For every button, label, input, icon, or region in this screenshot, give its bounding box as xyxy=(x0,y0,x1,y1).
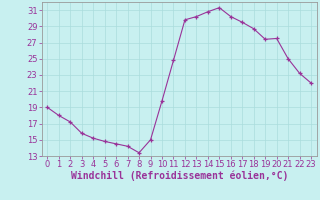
X-axis label: Windchill (Refroidissement éolien,°C): Windchill (Refroidissement éolien,°C) xyxy=(70,171,288,181)
